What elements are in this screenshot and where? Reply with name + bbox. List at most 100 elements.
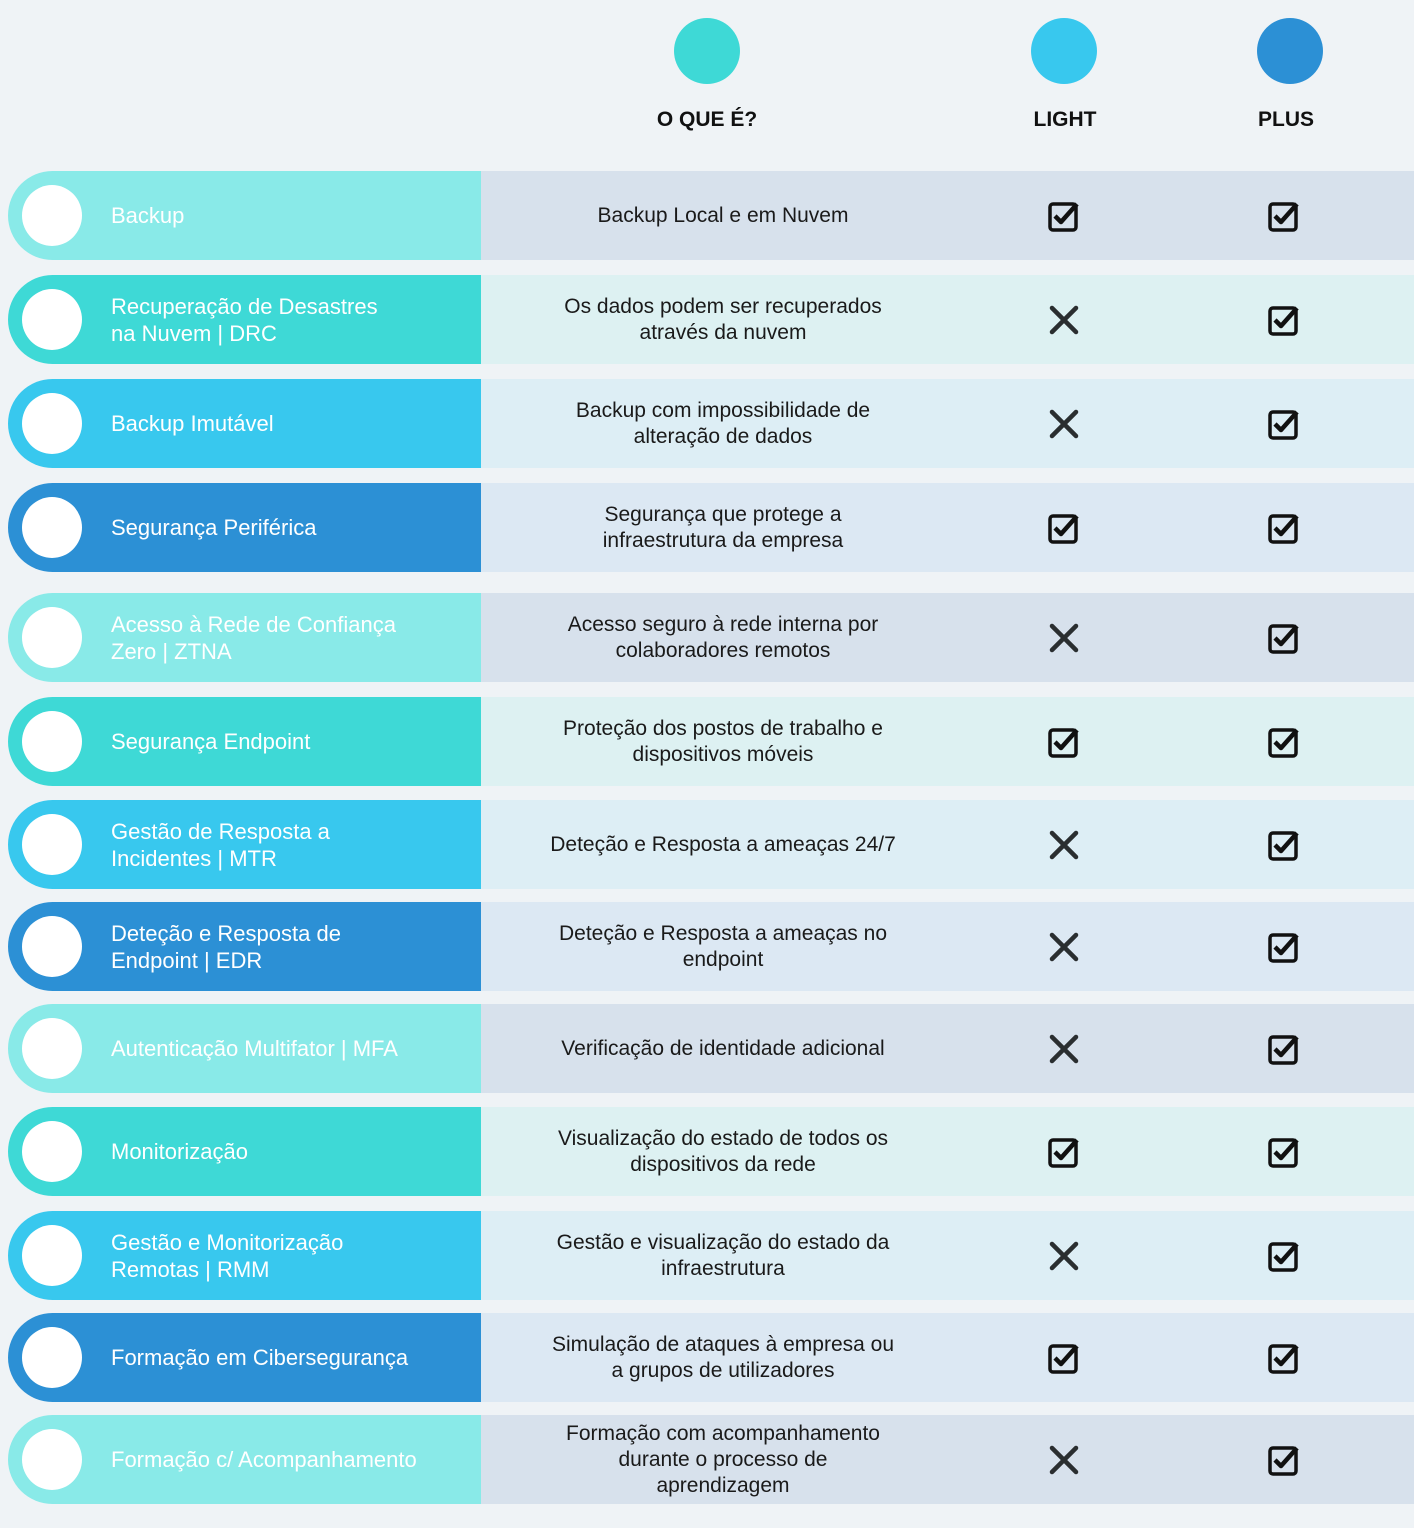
feature-description: Simulação de ataques à empresa ou a grup… — [551, 1332, 895, 1382]
feature-pill — [8, 1415, 481, 1504]
feature-label: Segurança Endpoint — [111, 729, 311, 754]
row-background — [481, 1211, 1414, 1300]
circle-icon — [22, 1121, 82, 1182]
plus-check-icon — [1267, 199, 1301, 233]
table-row: Backup Backup Local e em Nuvem — [0, 171, 1414, 260]
feature-description: Acesso seguro à rede interna por colabor… — [567, 612, 879, 662]
circle-icon — [22, 497, 82, 558]
circle-icon — [22, 1018, 82, 1079]
table-row: Backup Imutável Backup com impossibilida… — [0, 379, 1414, 468]
feature-label: Acesso à Rede de Confiança Zero | ZTNA — [111, 611, 396, 664]
feature-description: Verificação de identidade adicional — [561, 1036, 885, 1060]
table-row: Acesso à Rede de Confiança Zero | ZTNA A… — [0, 593, 1414, 682]
feature-label: Gestão de Resposta a Incidentes | MTR — [111, 818, 330, 871]
feature-pill — [8, 800, 481, 889]
feature-description: Deteção e Resposta a ameaças no endpoint — [558, 921, 888, 971]
feature-pill — [8, 1004, 481, 1093]
feature-pill — [8, 1107, 481, 1196]
plus-check-icon — [1267, 1239, 1301, 1273]
feature-label: Deteção e Resposta de Endpoint | EDR — [111, 920, 341, 973]
row-background — [481, 379, 1414, 468]
table-row: Gestão de Resposta a Incidentes | MTR De… — [0, 800, 1414, 889]
plus-check-icon — [1267, 1032, 1301, 1066]
what-column-dot — [674, 18, 740, 84]
row-background — [481, 902, 1414, 991]
table-row: Deteção e Resposta de Endpoint | EDR Det… — [0, 902, 1414, 991]
header-what: O QUE É? — [656, 108, 758, 131]
feature-pill — [8, 1211, 481, 1300]
header-plus: PLUS — [1257, 108, 1314, 131]
feature-label: Formação em Cibersegurança — [111, 1345, 409, 1370]
circle-icon — [22, 607, 82, 668]
circle-icon — [22, 1429, 82, 1490]
table-row: Segurança Periférica Segurança que prote… — [0, 483, 1414, 572]
row-background — [481, 1415, 1414, 1504]
plus-check-icon — [1267, 303, 1301, 337]
row-background — [481, 171, 1414, 260]
feature-description: Os dados podem ser recuperados através d… — [564, 294, 882, 344]
feature-description: Proteção dos postos de trabalho e dispos… — [563, 716, 883, 766]
feature-pill — [8, 379, 481, 468]
plus-check-icon — [1267, 621, 1301, 655]
feature-description: Gestão e visualização do estado da infra… — [556, 1230, 890, 1280]
light-check-icon — [1047, 511, 1081, 545]
row-background — [481, 593, 1414, 682]
feature-label: Gestão e Monitorização Remotas | RMM — [111, 1229, 344, 1282]
feature-label: Backup Imutável — [111, 411, 274, 436]
feature-pill — [8, 275, 481, 364]
light-cross-icon — [1047, 407, 1081, 441]
light-check-icon — [1047, 725, 1081, 759]
plus-check-icon — [1267, 1135, 1301, 1169]
plus-check-icon — [1267, 828, 1301, 862]
table-row: Autenticação Multifator | MFA Verificaçã… — [0, 1004, 1414, 1093]
light-cross-icon — [1047, 930, 1081, 964]
plus-check-icon — [1267, 511, 1301, 545]
feature-description: Visualização do estado de todos os dispo… — [557, 1126, 888, 1176]
row-background — [481, 483, 1414, 572]
feature-description: Deteção e Resposta a ameaças 24/7 — [550, 832, 896, 856]
circle-icon — [22, 289, 82, 350]
feature-label: Formação c/ Acompanhamento — [111, 1447, 417, 1472]
feature-pill — [8, 902, 481, 991]
row-background — [481, 1313, 1414, 1402]
light-check-icon — [1047, 199, 1081, 233]
light-cross-icon — [1047, 621, 1081, 655]
feature-pill — [8, 1313, 481, 1402]
feature-pill — [8, 171, 481, 260]
row-background — [481, 1107, 1414, 1196]
plus-check-icon — [1267, 725, 1301, 759]
light-check-icon — [1047, 1135, 1081, 1169]
table-row: Formação em Cibersegurança Simulação de … — [0, 1313, 1414, 1402]
plus-check-icon — [1267, 407, 1301, 441]
light-cross-icon — [1047, 1443, 1081, 1477]
table-row: Monitorização Visualização do estado de … — [0, 1107, 1414, 1196]
plus-check-icon — [1267, 1341, 1301, 1375]
table-row: Formação c/ Acompanhamento Formação com … — [0, 1415, 1414, 1504]
circle-icon — [22, 814, 82, 875]
light-check-icon — [1047, 1341, 1081, 1375]
feature-pill — [8, 593, 481, 682]
light-cross-icon — [1047, 303, 1081, 337]
feature-description: Formação com acompanhamento durante o pr… — [566, 1421, 880, 1497]
feature-description: Segurança que protege a infraestrutura d… — [602, 502, 844, 552]
light-cross-icon — [1047, 828, 1081, 862]
feature-label: Backup — [111, 203, 185, 228]
table-row: Segurança Endpoint Proteção dos postos d… — [0, 697, 1414, 786]
circle-icon — [22, 393, 82, 454]
header-light: LIGHT — [1033, 108, 1097, 131]
row-background — [481, 697, 1414, 786]
plus-column-dot — [1257, 18, 1323, 84]
light-column-dot — [1031, 18, 1097, 84]
circle-icon — [22, 1225, 82, 1286]
row-background — [481, 275, 1414, 364]
row-background — [481, 800, 1414, 889]
circle-icon — [22, 711, 82, 772]
table-row: Recuperação de Desastres na Nuvem | DRC … — [0, 275, 1414, 364]
circle-icon — [22, 916, 82, 977]
circle-icon — [22, 185, 82, 246]
feature-description: Backup com impossibilidade de alteração … — [575, 398, 871, 448]
plus-check-icon — [1267, 930, 1301, 964]
light-cross-icon — [1047, 1032, 1081, 1066]
plus-check-icon — [1267, 1443, 1301, 1477]
row-background — [481, 1004, 1414, 1093]
